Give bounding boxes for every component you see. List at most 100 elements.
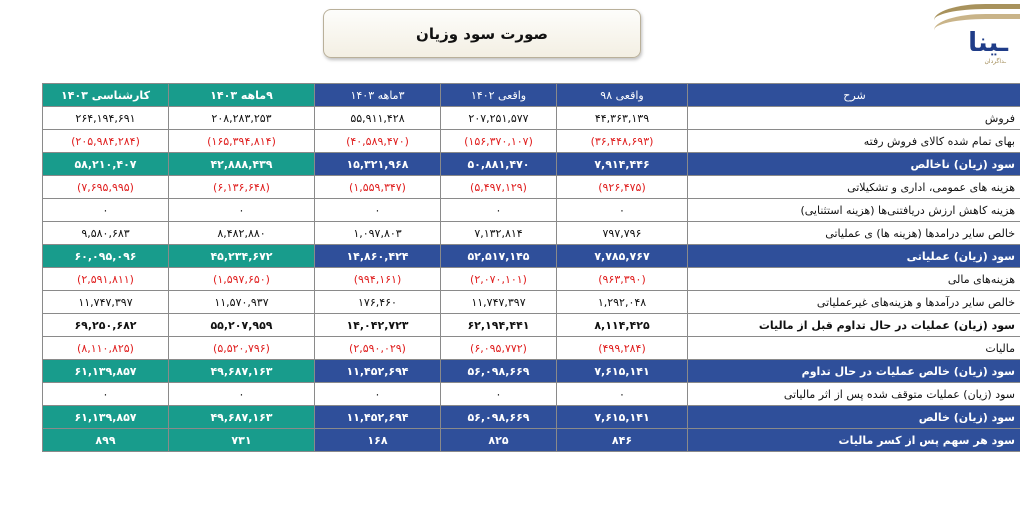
table-cell: ۰ (440, 382, 557, 406)
table-cell: ۱۴,۰۴۲,۷۲۳ (314, 313, 441, 337)
table-cell: (۱,۵۹۷,۶۵۰) (168, 267, 315, 291)
row-label: مالیات (687, 336, 1020, 360)
table-cell: ۷۹۷,۷۹۶ (556, 221, 688, 245)
table-cell: ۰ (314, 382, 441, 406)
table-cell: ۵۶,۰۹۸,۶۶۹ (440, 359, 557, 383)
table-row: خالص سایر درآمدها و هزینه‌های غیرعملیاتی… (42, 290, 1020, 314)
table-cell: ۴۲,۸۸۸,۴۳۹ (168, 152, 315, 176)
table-cell: ۷,۶۱۵,۱۴۱ (556, 359, 688, 383)
table-cell: ۰ (440, 198, 557, 222)
table-cell: ۸۲۵ (440, 428, 557, 452)
table-cell: ۰ (556, 198, 688, 222)
row-label: سود (زیان) عملیات متوقف شده پس از اثر ما… (687, 382, 1020, 406)
row-label: بهای تمام شده کالای فروش رفته (687, 129, 1020, 153)
row-label: فروش (687, 106, 1020, 130)
table-cell: ۵۵,۹۱۱,۴۲۸ (314, 106, 441, 130)
table-cell: ۱,۲۹۲,۰۴۸ (556, 290, 688, 314)
table-cell: ۴۴,۳۶۳,۱۳۹ (556, 106, 688, 130)
table-cell: ۵۲,۵۱۷,۱۴۵ (440, 244, 557, 268)
row-label: خالص سایر درامدها (هزینه ها) ی عملیاتی (687, 221, 1020, 245)
table-cell: (۴۹۹,۲۸۴) (556, 336, 688, 360)
table-row: مالیات (۴۹۹,۲۸۴) (۶,۰۹۵,۷۷۲) (۲,۵۹۰,۰۲۹) (۵,… (42, 336, 1020, 360)
column-header: شرح (687, 83, 1020, 107)
table-cell: ۹,۵۸۰,۶۸۳ (42, 221, 169, 245)
table-row: هزینه کاهش ارزش دریافتنی‌ها (هزینه استثن… (42, 198, 1020, 222)
column-header: واقعی ۱۴۰۲ (440, 83, 557, 107)
table-cell: ۵۵,۲۰۷,۹۵۹ (168, 313, 315, 337)
table-cell: ۱۱,۷۴۷,۳۹۷ (42, 290, 169, 314)
table-cell: ۱,۰۹۷,۸۰۳ (314, 221, 441, 245)
table-cell: ۲۰۸,۲۸۳,۲۵۳ (168, 106, 315, 130)
table-cell: ۶۰,۰۹۵,۰۹۶ (42, 244, 169, 268)
table-cell: ۰ (556, 382, 688, 406)
table-cell: (۹۲۶,۴۷۵) (556, 175, 688, 199)
table-cell: ۴۵,۲۳۴,۶۷۲ (168, 244, 315, 268)
table-cell: ۸۹۹ (42, 428, 169, 452)
table-row: سود (زیان) عملیات در حال تداوم قبل از ما… (42, 313, 1020, 337)
table-row: هزینه های عمومی، اداری و تشکیلاتی (۹۲۶,۴۷… (42, 175, 1020, 199)
table-cell: ۱۱,۴۵۲,۶۹۴ (314, 359, 441, 383)
table-row: سود (زیان) عملیات متوقف شده پس از اثر ما… (42, 382, 1020, 406)
row-label: سود هر سهم پس از کسر مالیات (687, 428, 1020, 452)
table-cell: ۶۱,۱۳۹,۸۵۷ (42, 405, 169, 429)
table-cell: (۵,۵۲۰,۷۹۶) (168, 336, 315, 360)
table-row: فروش ۴۴,۳۶۳,۱۳۹ ۲۰۷,۲۵۱,۵۷۷ ۵۵,۹۱۱,۴۲۸ ۲۰۸,۲… (42, 106, 1020, 130)
table-cell: (۳۶,۴۴۸,۶۹۳) (556, 129, 688, 153)
row-label: خالص سایر درآمدها و هزینه‌های غیرعملیاتی (687, 290, 1020, 314)
table-cell: ۶۹,۲۵۰,۶۸۲ (42, 313, 169, 337)
table-cell: ۱۶۸ (314, 428, 441, 452)
table-cell: ۰ (314, 198, 441, 222)
table-row: هزینه‌های مالی (۹۶۳,۳۹۰) (۲,۰۷۰,۱۰۱) (۹۹۴,۱… (42, 267, 1020, 291)
table-cell: (۲۰۵,۹۸۴,۲۸۴) (42, 129, 169, 153)
row-label: هزینه‌های مالی (687, 267, 1020, 291)
table-cell: ۶۲,۱۹۴,۴۴۱ (440, 313, 557, 337)
table-cell: (۱۶۵,۳۹۴,۸۱۴) (168, 129, 315, 153)
table-cell: (۵,۴۹۷,۱۲۹) (440, 175, 557, 199)
table-cell: ۷,۹۱۴,۴۴۶ (556, 152, 688, 176)
table-cell: ۱۱,۷۴۷,۳۹۷ (440, 290, 557, 314)
table-row: خالص سایر درامدها (هزینه ها) ی عملیاتی ۷۹… (42, 221, 1020, 245)
table-cell: (۲,۵۹۰,۰۲۹) (314, 336, 441, 360)
table-cell: (۷,۶۹۵,۹۹۵) (42, 175, 169, 199)
table-cell: ۰ (42, 198, 169, 222)
table-cell: (۴۰,۵۸۹,۴۷۰) (314, 129, 441, 153)
table-cell: (۶,۰۹۵,۷۷۲) (440, 336, 557, 360)
table-row: سود (زیان) خالص عملیات در حال تداوم ۷,۶۱۵… (42, 359, 1020, 383)
column-header: واقعی ۹۸ (556, 83, 688, 107)
table-cell: (۶,۱۳۶,۶۴۸) (168, 175, 315, 199)
table-row: سود هر سهم پس از کسر مالیات ۸۴۶ ۸۲۵ ۱۶۸ ۷۳۱ ۸… (42, 428, 1020, 452)
table-row: سود (زیان) عملیاتی ۷,۷۸۵,۷۶۷ ۵۲,۵۱۷,۱۴۵ ۱۴,… (42, 244, 1020, 268)
table-cell: ۱۱,۵۷۰,۹۳۷ (168, 290, 315, 314)
table-cell: ۰ (168, 198, 315, 222)
company-logo: ـینا ـداگردان (934, 0, 1020, 70)
income-statement-table: شرح واقعی ۹۸ واقعی ۱۴۰۲ ۳ماهه ۱۴۰۳ ۹ماهه… (42, 83, 1020, 452)
column-header: کارشناسی ۱۴۰۳ (42, 83, 169, 107)
table-cell: ۴۹,۶۸۷,۱۶۳ (168, 359, 315, 383)
row-label: سود (زیان) عملیات در حال تداوم قبل از ما… (687, 313, 1020, 337)
row-label: سود (زیان) عملیاتی (687, 244, 1020, 268)
table-row: سود (زیان) خالص ۷,۶۱۵,۱۴۱ ۵۶,۰۹۸,۶۶۹ ۱۱,۴۵۲… (42, 405, 1020, 429)
logo-arc (934, 14, 1020, 41)
table-cell: ۵۶,۰۹۸,۶۶۹ (440, 405, 557, 429)
table-cell: (۱۵۶,۳۷۰,۱۰۷) (440, 129, 557, 153)
table-cell: ۰ (168, 382, 315, 406)
row-label: سود (زیان) خالص عملیات در حال تداوم (687, 359, 1020, 383)
row-label: هزینه های عمومی، اداری و تشکیلاتی (687, 175, 1020, 199)
table-cell: ۸,۴۸۲,۸۸۰ (168, 221, 315, 245)
table-row: سود (زیان) ناخالص ۷,۹۱۴,۴۴۶ ۵۰,۸۸۱,۴۷۰ ۱۵,۳… (42, 152, 1020, 176)
column-header: ۹ماهه ۱۴۰۳ (168, 83, 315, 107)
page-title: صورت سود وزیان (323, 9, 641, 58)
row-label: سود (زیان) ناخالص (687, 152, 1020, 176)
table-cell: ۸,۱۱۴,۴۲۵ (556, 313, 688, 337)
column-header: ۳ماهه ۱۴۰۳ (314, 83, 441, 107)
table-cell: ۶۱,۱۳۹,۸۵۷ (42, 359, 169, 383)
logo-word: ـینا (968, 28, 1008, 58)
table-cell: ۲۰۷,۲۵۱,۵۷۷ (440, 106, 557, 130)
table-cell: ۷,۶۱۵,۱۴۱ (556, 405, 688, 429)
table-cell: ۸۴۶ (556, 428, 688, 452)
table-cell: ۲۶۴,۱۹۴,۶۹۱ (42, 106, 169, 130)
table-cell: (۸,۱۱۰,۸۲۵) (42, 336, 169, 360)
table-cell: ۱۷۶,۴۶۰ (314, 290, 441, 314)
logo-subtext: ـداگردان (984, 58, 1007, 65)
row-label: هزینه کاهش ارزش دریافتنی‌ها (هزینه استثن… (687, 198, 1020, 222)
